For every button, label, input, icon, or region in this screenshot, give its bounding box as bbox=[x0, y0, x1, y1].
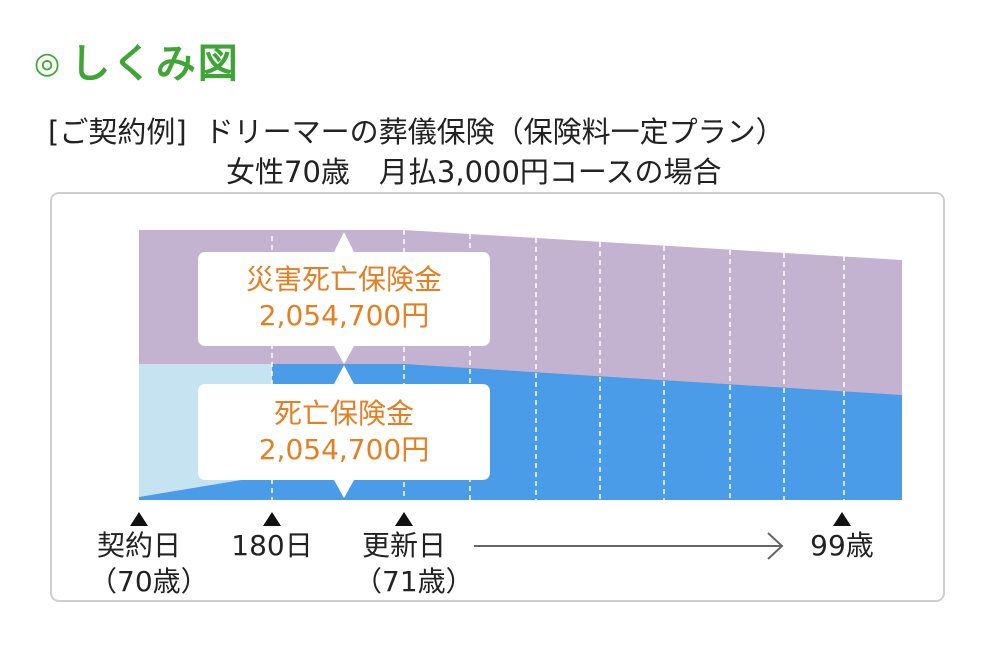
accident-benefit-title: 災害死亡保険金 bbox=[245, 263, 442, 296]
renewal-date-label: 更新日 （71歳） bbox=[354, 528, 474, 600]
example-tag: [ご契約例] bbox=[48, 115, 187, 149]
contract-marker-icon bbox=[130, 512, 148, 526]
day180-marker-icon bbox=[263, 512, 281, 526]
diagram-heading: ◎ しくみ図 bbox=[34, 44, 240, 84]
death-callout-box bbox=[198, 365, 490, 498]
age99-label: 99歳 bbox=[792, 528, 892, 564]
accident-benefit-amount: 2,054,700円 bbox=[258, 299, 430, 332]
death-benefit-title: 死亡保険金 bbox=[273, 397, 414, 430]
contract-example: [ご契約例] ドリーマーの葬儀保険（保険料一定プラン） 女性70歳 月払3,00… bbox=[48, 112, 785, 192]
renewal-age-text: （71歳） bbox=[354, 565, 474, 598]
accident-benefit-label: 災害死亡保険金 2,054,700円 bbox=[198, 262, 490, 334]
contract-age-text: （70歳） bbox=[89, 565, 209, 598]
age99-marker-icon bbox=[833, 512, 851, 526]
accident-callout-box bbox=[198, 232, 490, 364]
contract-date-label: 契約日 （70歳） bbox=[89, 528, 209, 600]
day180-label: 180日 bbox=[222, 528, 322, 564]
death-benefit-amount: 2,054,700円 bbox=[258, 433, 430, 466]
contract-date-text: 契約日 bbox=[96, 529, 181, 562]
age99-text: 99歳 bbox=[810, 529, 874, 562]
timeline-arrow-icon bbox=[474, 532, 784, 560]
renewal-date-text: 更新日 bbox=[361, 529, 446, 562]
death-benefit-label: 死亡保険金 2,054,700円 bbox=[198, 396, 490, 468]
contract-condition: 女性70歳 月払3,000円コースの場合 bbox=[226, 155, 722, 189]
renewal-marker-icon bbox=[395, 512, 413, 526]
page-title: しくみ図 bbox=[70, 41, 240, 87]
plan-name: ドリーマーの葬儀保険（保険料一定プラン） bbox=[204, 115, 785, 149]
double-circle-icon: ◎ bbox=[34, 46, 61, 81]
day180-text: 180日 bbox=[231, 529, 313, 562]
